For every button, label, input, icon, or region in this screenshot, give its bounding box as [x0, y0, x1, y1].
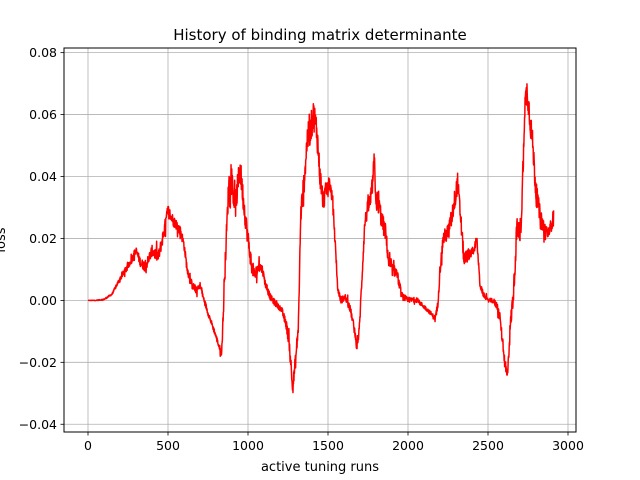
y-tick-label: 0.02 [29, 231, 57, 246]
series-line [87, 83, 555, 394]
series-layer [87, 83, 555, 394]
y-tick-label: 0.06 [29, 107, 57, 122]
y-axis-label: loss [0, 227, 9, 252]
tick-layer: 0 500 1000 1500 2000 2500 3000 −0.04 −0.02 0.00 0.… [19, 45, 584, 453]
y-tick-label: 0.04 [29, 169, 57, 184]
y-tick-label: −0.04 [19, 417, 57, 432]
x-tick-label: 1500 [312, 438, 344, 453]
x-tick-label: 0 [84, 438, 92, 453]
x-tick-label: 500 [156, 438, 180, 453]
x-tick-label: 2000 [392, 438, 424, 453]
chart-title: History of binding matrix determinante [173, 26, 467, 44]
x-axis-label: active tuning runs [261, 460, 379, 475]
plot-frame [63, 47, 577, 433]
x-tick-label: 2500 [472, 438, 504, 453]
y-tick-label: 0.08 [29, 45, 57, 60]
x-tick-label: 3000 [552, 438, 584, 453]
y-tick-label: 0.00 [29, 293, 57, 308]
y-tick-label: −0.02 [19, 355, 57, 370]
x-tick-label: 1000 [232, 438, 264, 453]
